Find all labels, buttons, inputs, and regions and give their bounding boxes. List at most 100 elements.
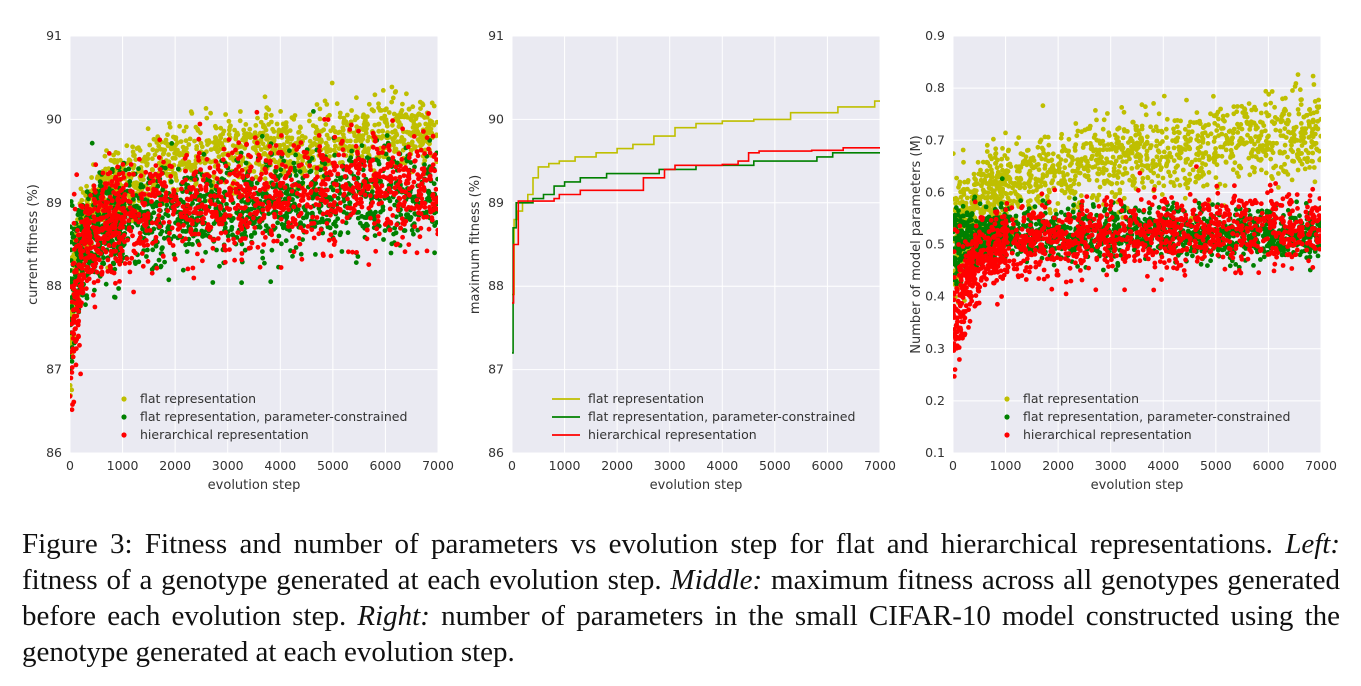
data-point [293,208,299,213]
data-point [319,154,325,160]
data-point [435,176,438,182]
data-point [405,180,411,186]
data-point [195,251,200,257]
data-point [386,186,392,191]
data-point [386,156,392,162]
data-point [186,142,192,147]
data-point [319,216,325,222]
data-point [217,169,223,175]
data-point [227,171,233,177]
data-point [395,207,401,213]
data-point [186,159,192,165]
data-point [954,175,959,181]
series-line-3 [512,147,880,304]
data-point [113,248,118,254]
data-point [289,177,294,183]
data-point [94,237,100,243]
data-point [397,196,403,202]
data-point [214,247,219,253]
data-point [298,210,304,216]
data-point [339,164,345,169]
data-point [1078,193,1084,199]
data-point [92,201,98,206]
data-point [1033,176,1038,182]
data-point [267,202,272,207]
data-point [184,189,190,195]
y-tick-label: 90 [46,111,62,126]
data-point [297,241,303,247]
data-point [187,210,193,216]
data-point [319,139,324,144]
data-point [991,202,997,207]
data-point [217,263,222,269]
data-point [126,171,132,177]
data-point [384,106,389,112]
data-point [391,231,396,237]
data-point [378,189,384,195]
data-point [180,267,186,273]
data-point [1212,135,1218,141]
data-point [407,131,413,137]
data-point [1235,104,1240,109]
data-point [212,193,217,199]
data-point [383,151,389,157]
data-point [298,220,303,226]
data-point [263,194,269,200]
data-point [327,154,332,159]
data-point [139,195,145,201]
data-point [239,168,245,173]
data-point [404,207,409,212]
data-point [183,124,189,130]
data-point [152,152,158,158]
data-point [427,150,433,156]
data-point [295,140,300,146]
data-point [353,260,359,265]
data-point [123,182,129,188]
data-point [398,212,404,218]
data-point [148,174,154,180]
data-point [374,226,380,232]
legend-label: flat representation, parameter-constrain… [140,409,407,424]
data-point [423,177,429,183]
data-point [263,170,269,176]
data-point [412,224,417,230]
data-point [116,286,121,291]
data-point [291,217,297,223]
data-point [1298,102,1304,107]
data-point [320,197,326,203]
data-point [184,196,190,202]
data-point [432,168,438,174]
data-point [404,114,410,120]
data-point [1144,134,1150,140]
data-point [361,178,367,184]
data-point [143,218,149,224]
data-point [347,200,353,206]
data-point [1155,173,1161,179]
data-point [325,187,330,193]
data-point [389,84,395,90]
data-point [432,204,437,210]
data-point [416,216,421,222]
data-point [85,264,90,270]
data-point [392,202,398,208]
data-point [167,121,172,126]
data-point [212,135,218,140]
data-point [1097,147,1103,153]
data-point [1191,120,1197,126]
data-point [213,141,219,147]
data-point [380,207,386,213]
data-point [174,178,180,183]
data-point [307,159,312,165]
data-point [394,214,399,220]
data-point [1161,93,1167,99]
data-point [304,203,310,209]
data-point [92,287,97,293]
data-point [350,249,355,255]
data-point [171,146,177,151]
data-point [333,163,338,169]
data-point [214,183,219,189]
data-point [409,184,415,190]
data-point [1259,167,1264,173]
data-point [1014,164,1019,170]
data-point [435,231,438,237]
